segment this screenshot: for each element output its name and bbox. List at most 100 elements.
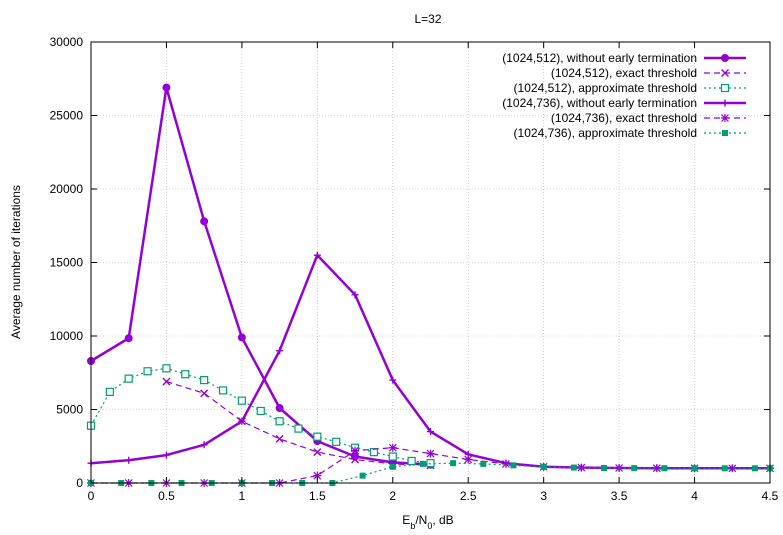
data-point: [125, 456, 133, 464]
data-point: [388, 452, 397, 461]
legend-item-2: (1024,512), exact threshold: [551, 66, 746, 80]
data-point: [577, 463, 586, 472]
data-point: [389, 463, 396, 470]
data-point: [464, 455, 473, 464]
data-point: [631, 465, 638, 472]
data-point: [721, 69, 729, 77]
data-point: [450, 460, 457, 467]
data-point: [276, 347, 284, 355]
data-point: [332, 437, 341, 446]
data-point: [510, 462, 517, 469]
data-point: [124, 334, 133, 343]
star-marker-stroke: [426, 449, 435, 458]
data-point: [238, 417, 246, 425]
data-point: [275, 417, 284, 426]
data-point: [570, 464, 577, 471]
x-tick-label: 2: [389, 489, 396, 503]
data-point: [313, 448, 322, 457]
plus-marker-stroke: [162, 451, 170, 459]
legend-item-4: (1024,736), without early termination: [502, 96, 746, 110]
data-point: [427, 428, 434, 436]
data-point: [751, 465, 758, 472]
y-axis-label: Average number of iterations: [9, 185, 23, 339]
x-marker-stroke: [162, 377, 171, 386]
x-tick-label: 1.5: [309, 489, 326, 503]
legend-item-5: (1024,736), exact threshold: [551, 111, 746, 125]
x-marker-stroke: [313, 448, 322, 457]
series-layer: [86, 83, 774, 487]
data-point: [389, 376, 397, 384]
data-point: [200, 441, 208, 449]
star-marker-stroke: [721, 114, 729, 122]
data-point: [256, 406, 265, 416]
data-point: [388, 443, 397, 452]
star-marker-stroke: [728, 464, 737, 473]
x-tick-label: 2.5: [460, 489, 477, 503]
data-point: [200, 217, 209, 226]
data-point: [540, 463, 547, 470]
data-point: [143, 367, 152, 376]
data-point: [275, 404, 284, 413]
x-tick-label: 4: [691, 489, 698, 503]
x-tick-label: 4.5: [762, 489, 779, 503]
data-point: [237, 333, 246, 342]
data-point: [480, 460, 487, 467]
data-point: [721, 99, 729, 107]
data-point: [351, 455, 360, 464]
data-point: [200, 376, 209, 385]
plus-marker-stroke: [276, 347, 284, 355]
series-4: [87, 251, 774, 472]
legend-label: (1024,736), without early termination: [502, 96, 697, 110]
data-point: [721, 465, 728, 472]
chart-title: L=32: [414, 12, 441, 26]
data-point: [162, 451, 170, 459]
data-point: [218, 386, 228, 395]
x-tick-label: 3: [540, 489, 547, 503]
data-point: [720, 83, 730, 93]
data-point: [162, 83, 171, 92]
legend-item-1: (1024,512), without early termination: [502, 51, 746, 65]
data-point: [294, 424, 303, 433]
data-point: [313, 251, 321, 259]
star-marker-stroke: [577, 463, 586, 472]
x-tick-label: 3.5: [611, 489, 628, 503]
x-tick-label: 1: [239, 489, 246, 503]
data-point: [426, 449, 435, 458]
grid-lines: [91, 42, 770, 483]
x-axis-label-tail: , dB: [432, 513, 453, 527]
y-tick-label: 15000: [50, 256, 84, 270]
data-point: [351, 291, 359, 299]
legend-label: (1024,512), approximate threshold: [514, 81, 697, 95]
plus-marker-stroke: [351, 291, 359, 299]
star-marker-stroke: [388, 443, 397, 452]
data-point: [313, 471, 322, 480]
data-point: [359, 472, 366, 479]
legend-item-3: (1024,512), approximate threshold: [514, 81, 746, 95]
x-marker-stroke: [200, 389, 209, 398]
data-point: [162, 364, 171, 373]
plus-marker-stroke: [721, 99, 729, 107]
data-point: [721, 114, 729, 122]
data-point: [601, 465, 608, 472]
data-point: [691, 465, 698, 472]
data-point: [501, 459, 510, 468]
x-axis-label-sub2: 0: [427, 521, 432, 531]
legend-label: (1024,512), without early termination: [502, 51, 697, 65]
x-marker-stroke: [275, 434, 284, 443]
data-point: [313, 432, 322, 441]
plus-marker-stroke: [238, 417, 246, 425]
y-tick-label: 10000: [50, 329, 84, 343]
x-tick-label: 0.5: [158, 489, 175, 503]
y-tick-label: 0: [76, 476, 83, 490]
star-marker-stroke: [351, 446, 360, 455]
legend-label: (1024,736), exact threshold: [551, 111, 697, 125]
plus-marker-stroke: [389, 376, 397, 384]
x-marker-stroke: [351, 455, 360, 464]
x-tick-label: 0: [88, 489, 95, 503]
legend-item-6: (1024,736), approximate threshold: [514, 126, 746, 140]
data-point: [237, 396, 246, 405]
axis-ticks: 0 0.5 1 1.5 2 2.5 3 3.5 4 4.5 0 5000 10000 15000 20000…: [50, 35, 779, 503]
data-point: [124, 374, 133, 383]
y-tick-label: 20000: [50, 182, 84, 196]
